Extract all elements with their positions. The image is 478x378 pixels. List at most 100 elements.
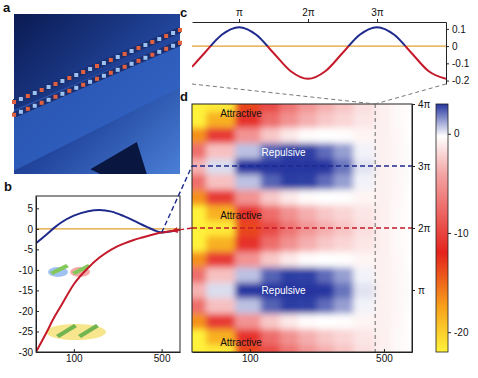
- heat-cell: [375, 313, 392, 329]
- heat-cell: [334, 344, 354, 352]
- tick: 0.1: [446, 24, 466, 35]
- heat-cell: [192, 251, 207, 267]
- heat-cell: [298, 205, 317, 221]
- series-line: [36, 210, 180, 243]
- waveguide-cell: [157, 37, 161, 41]
- heat-cell: [375, 189, 392, 205]
- heat-cell: [261, 251, 281, 267]
- connector: [192, 84, 375, 104]
- heat-cell: [375, 205, 392, 221]
- heat-cell: [280, 344, 298, 352]
- heat-cell: [280, 236, 298, 252]
- waveguide-cell: [88, 80, 92, 84]
- panel-label: a: [3, 0, 11, 15]
- heat-cell: [192, 267, 207, 283]
- tick-mark: [250, 349, 251, 352]
- annotation: Repulsive: [262, 147, 306, 158]
- heat-cell: [192, 236, 207, 252]
- tick-label: -20: [19, 306, 34, 317]
- tick: -0.2: [446, 75, 470, 86]
- tick-mark: [446, 81, 449, 82]
- heat-cell: [353, 251, 375, 267]
- heat-cell: [317, 104, 334, 112]
- tick-label: 500: [376, 353, 393, 364]
- tick-label: 5: [27, 203, 33, 214]
- heat-cell: [317, 313, 334, 329]
- slab: [14, 40, 180, 171]
- heat-cell: [375, 112, 392, 128]
- waveguide-cell: [33, 91, 37, 95]
- tick-label: -15: [19, 285, 34, 296]
- tick: 100: [66, 349, 83, 364]
- waveguide: [14, 43, 180, 115]
- waveguide-cell: [116, 55, 120, 59]
- colorbar-axis: 0-10-20: [448, 105, 469, 353]
- waveguide-cell: [102, 74, 106, 78]
- tick: 500: [376, 349, 393, 364]
- tick-mark: [384, 349, 385, 352]
- heat-cell: [406, 298, 412, 314]
- x-axis: π2π3π: [193, 7, 447, 23]
- plot-area: [192, 104, 412, 352]
- heat-cell: [280, 298, 298, 314]
- reference-line: [192, 46, 446, 47]
- illustration-background: [14, 14, 180, 174]
- waveguide-cell: [171, 31, 175, 35]
- series-line: [36, 230, 180, 352]
- waveguide-cell: [60, 92, 64, 96]
- heat-cell: [334, 313, 354, 329]
- heat-cell: [317, 189, 334, 205]
- heat-cell: [298, 313, 317, 329]
- x-axis: 100 500: [193, 349, 413, 364]
- heat-cell: [375, 143, 392, 159]
- heat-cell: [406, 282, 412, 298]
- annotation: Attractive: [220, 108, 262, 119]
- tick-mark: [162, 349, 163, 352]
- heat-cell: [192, 344, 207, 352]
- tick-label: 0: [27, 224, 33, 235]
- waveguide-cell: [150, 40, 154, 44]
- heat-cell: [392, 329, 407, 345]
- heat-cell: [334, 205, 354, 221]
- heat-cell: [280, 112, 298, 128]
- waveguide-cell: [12, 113, 16, 117]
- heat-cell: [334, 112, 354, 128]
- heat-cell: [261, 189, 281, 205]
- tick: 0: [27, 224, 39, 235]
- tick-label: 100: [242, 353, 259, 364]
- heat-cell: [261, 205, 281, 221]
- tick: -5: [24, 244, 39, 255]
- tick: -10: [19, 265, 39, 276]
- heat-cell: [353, 189, 375, 205]
- phase-line: [192, 227, 412, 228]
- heat-cell: [317, 282, 334, 298]
- tick-label: 500: [154, 353, 171, 364]
- heat-cell: [235, 313, 261, 329]
- heat-cell: [317, 329, 334, 345]
- waveguide-cell: [74, 73, 78, 77]
- heat-cell: [317, 143, 334, 159]
- heat-cell: [206, 267, 235, 283]
- heat-cell: [392, 104, 407, 112]
- waveguide-cell: [137, 46, 141, 50]
- heat-cell: [261, 104, 281, 112]
- waveguide-cell: [109, 71, 113, 75]
- heat-cell: [192, 282, 207, 298]
- tick: -20: [448, 327, 469, 338]
- heat-cell: [406, 236, 412, 252]
- heat-cell: [235, 174, 261, 190]
- heat-cell: [392, 298, 407, 314]
- waveguide-cell: [54, 82, 58, 86]
- heat-cell: [235, 143, 261, 159]
- tick: -15: [19, 285, 39, 296]
- waveguide-cell: [143, 56, 147, 60]
- heat-cell: [280, 127, 298, 143]
- heat-cell: [298, 189, 317, 205]
- heat-cell: [192, 112, 207, 128]
- tick-mark: [377, 19, 378, 22]
- plot-area: [192, 27, 446, 79]
- waveguide-cell: [81, 70, 85, 74]
- axis-line: [193, 22, 447, 23]
- heat-cell: [406, 267, 412, 283]
- tick: 3π: [412, 161, 431, 172]
